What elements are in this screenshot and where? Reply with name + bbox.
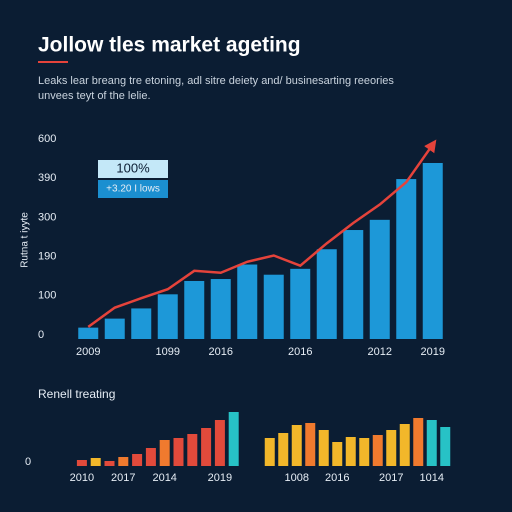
subtitle: unvees teyt of the lelie. [38, 90, 151, 102]
bar [440, 427, 451, 466]
x-tick-label: 2009 [76, 346, 100, 358]
bar [413, 418, 424, 466]
y-tick-label: 190 [38, 251, 56, 263]
chart-title: Jollow tles market ageting [38, 34, 301, 57]
bar [372, 435, 383, 466]
bar [173, 438, 184, 466]
x-tick-label: 2019 [208, 472, 232, 484]
x-tick-label: 2010 [70, 472, 94, 484]
bar [263, 274, 284, 339]
y-tick-label: 0 [38, 329, 44, 341]
annotation: 100% [116, 160, 150, 175]
y-tick-label: 600 [38, 133, 56, 145]
bar [157, 294, 178, 339]
x-tick-label: 2016 [209, 346, 233, 358]
bar [131, 308, 152, 339]
bar [386, 430, 397, 466]
bar [118, 457, 129, 466]
bar [184, 280, 205, 339]
bar [145, 448, 156, 466]
bar [214, 420, 225, 466]
bar [159, 440, 170, 466]
y-axis-label: Rutna t iyyte [20, 212, 31, 268]
x-tick-label: 1014 [420, 472, 444, 484]
bar [369, 219, 390, 339]
bar [210, 279, 231, 339]
y-tick-label: 100 [38, 290, 56, 302]
bar [228, 412, 239, 466]
x-tick-label: 2017 [379, 472, 403, 484]
title-underline [38, 61, 68, 63]
bar [104, 318, 125, 339]
bar [237, 264, 258, 339]
bar [290, 268, 311, 339]
y-tick-label: 390 [38, 172, 56, 184]
bar [76, 460, 87, 466]
bar [318, 430, 329, 466]
bar [78, 327, 99, 339]
y-tick-label: 0 [25, 456, 31, 468]
bar [396, 179, 417, 339]
x-tick-label: 2014 [152, 472, 176, 484]
bar [426, 420, 437, 466]
bar [291, 425, 302, 466]
annotation-box [98, 180, 168, 198]
bar [278, 433, 289, 466]
bar [201, 428, 212, 466]
bar [90, 458, 101, 466]
bar [187, 434, 198, 466]
bar [399, 424, 410, 466]
x-tick-label: 1008 [285, 472, 309, 484]
y-tick-label: 300 [38, 211, 56, 223]
bar [359, 438, 370, 466]
bar [316, 249, 337, 339]
bar [104, 461, 115, 466]
annotation-box [98, 160, 168, 178]
x-tick-label: 2019 [421, 346, 445, 358]
x-tick-label: 2016 [288, 346, 312, 358]
section-label: Renell treating [38, 387, 115, 401]
bar [305, 423, 316, 466]
bar [264, 438, 275, 466]
bar [332, 442, 343, 466]
x-tick-label: 2017 [111, 472, 135, 484]
bar [345, 437, 356, 466]
trend-line [87, 139, 437, 328]
subtitle: Leaks lear breang tre etoning, adl sitre… [38, 75, 394, 87]
x-tick-label: 2016 [325, 472, 349, 484]
bar [132, 454, 143, 466]
x-tick-label: 1099 [156, 346, 180, 358]
bar [422, 162, 443, 339]
annotation: +3.20 I lows [106, 184, 160, 195]
x-tick-label: 2012 [368, 346, 392, 358]
bar [343, 230, 364, 339]
